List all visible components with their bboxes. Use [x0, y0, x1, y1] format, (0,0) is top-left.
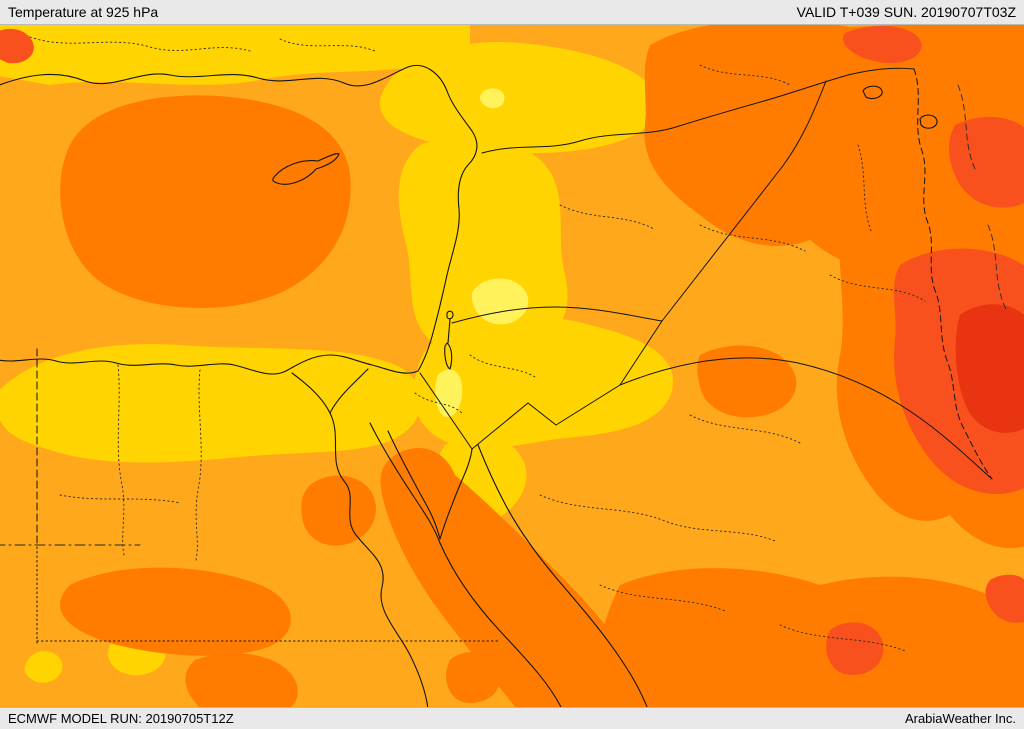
admin-iraq-3: [857, 144, 873, 234]
border-iraq-turkey: [781, 80, 827, 168]
valid-time-label: VALID T+039 SUN. 20190707T03Z: [796, 4, 1016, 20]
temp-field-paleyellow-deadsea: [471, 278, 529, 325]
lake-galilee: [446, 310, 454, 320]
border-syria-jordan: [451, 306, 663, 324]
admin-saudi-3: [599, 584, 726, 612]
admin-saudi-1: [539, 494, 776, 542]
model-run-label: ECMWF MODEL RUN: 20190705T12Z: [8, 711, 234, 726]
admin-boundaries: [0, 36, 1007, 652]
coastline-sinai: [387, 430, 473, 540]
lake-van: [862, 85, 883, 100]
admin-sinai: [414, 392, 463, 414]
border-syria-iraq: [661, 166, 783, 322]
map-title: Temperature at 925 hPa: [8, 4, 159, 20]
border-israel-egypt: [419, 372, 473, 450]
river-jordan: [447, 318, 451, 344]
admin-iran-2: [987, 224, 1007, 310]
border-jordan-saudi-iraq: [471, 357, 993, 480]
header-bar: Temperature at 925 hPa VALID T+039 SUN. …: [0, 0, 1024, 25]
coastline-redsea-east: [477, 444, 648, 707]
temperature-field-svg: [0, 25, 1024, 707]
coastline-nile-delta-east: [329, 368, 369, 414]
temp-field-darkorange-mediterranean: [60, 95, 351, 308]
temp-field-red-deep-core: [955, 304, 1024, 433]
temp-field-redorange-bottom-edge: [985, 574, 1024, 623]
admin-iran-1: [957, 84, 977, 172]
footer-bar: ECMWF MODEL RUN: 20190705T12Z ArabiaWeat…: [0, 707, 1024, 729]
temp-field-darkorange-redsea: [380, 447, 646, 707]
map-canvas: [0, 25, 1024, 707]
attribution-label: ArabiaWeather Inc.: [904, 711, 1016, 726]
temp-field-redorange-topleft-corner: [0, 28, 34, 64]
admin-turkey-3: [699, 64, 791, 86]
temp-field-darkorange-southwest-a: [59, 567, 291, 656]
admin-iraq-1: [699, 224, 806, 252]
admin-syria: [559, 204, 655, 230]
coastlines: [0, 65, 938, 707]
border-jordan-iraq: [619, 320, 663, 386]
temp-field-darkorange-saudi-iraq-border: [697, 345, 797, 418]
admin-turkey-2: [279, 38, 376, 52]
coastline-turkey-levant-egypt: [0, 65, 478, 375]
admin-iraq-2: [829, 274, 926, 302]
temp-field-darkorange-southwest-b: [185, 653, 298, 707]
border-turkey-syria: [481, 67, 915, 154]
country-borders: [36, 67, 993, 644]
temp-field-yellow-north-egypt: [0, 344, 422, 463]
lake-urmia: [919, 114, 938, 129]
coastline-redsea-west: [369, 422, 562, 707]
temp-fields-pale-yellow: [435, 88, 529, 418]
temp-field-yellow-jordan-nsaudi: [413, 316, 674, 449]
admin-turkey-1: [29, 36, 251, 52]
temp-field-redorange-top-spot: [843, 25, 922, 63]
admin-egypt-1: [117, 364, 125, 556]
temp-field-darkorange-bottom-mid: [571, 649, 745, 707]
admin-egypt-3: [59, 494, 181, 504]
coastline-nile-delta-west: [291, 372, 331, 414]
temp-field-darkorange-westsuez: [301, 475, 376, 546]
temp-field-yellow-turkey: [379, 42, 660, 154]
admin-jordan: [469, 354, 536, 378]
temp-field-yellow-top-strip: [0, 25, 470, 85]
border-iraq-iran: [913, 68, 993, 480]
lake-dead-sea: [444, 342, 453, 370]
island-cyprus: [272, 153, 340, 185]
temp-field-redorange-bottom-spot: [826, 622, 884, 675]
admin-egypt-2: [195, 369, 202, 561]
temp-field-darkorange-south-center: [446, 652, 500, 703]
temp-field-paleyellow-turkey-spot: [480, 88, 505, 109]
temp-field-yellow-southwest-spot: [24, 651, 63, 683]
admin-saudi-4: [779, 624, 906, 652]
river-nile: [329, 412, 429, 707]
